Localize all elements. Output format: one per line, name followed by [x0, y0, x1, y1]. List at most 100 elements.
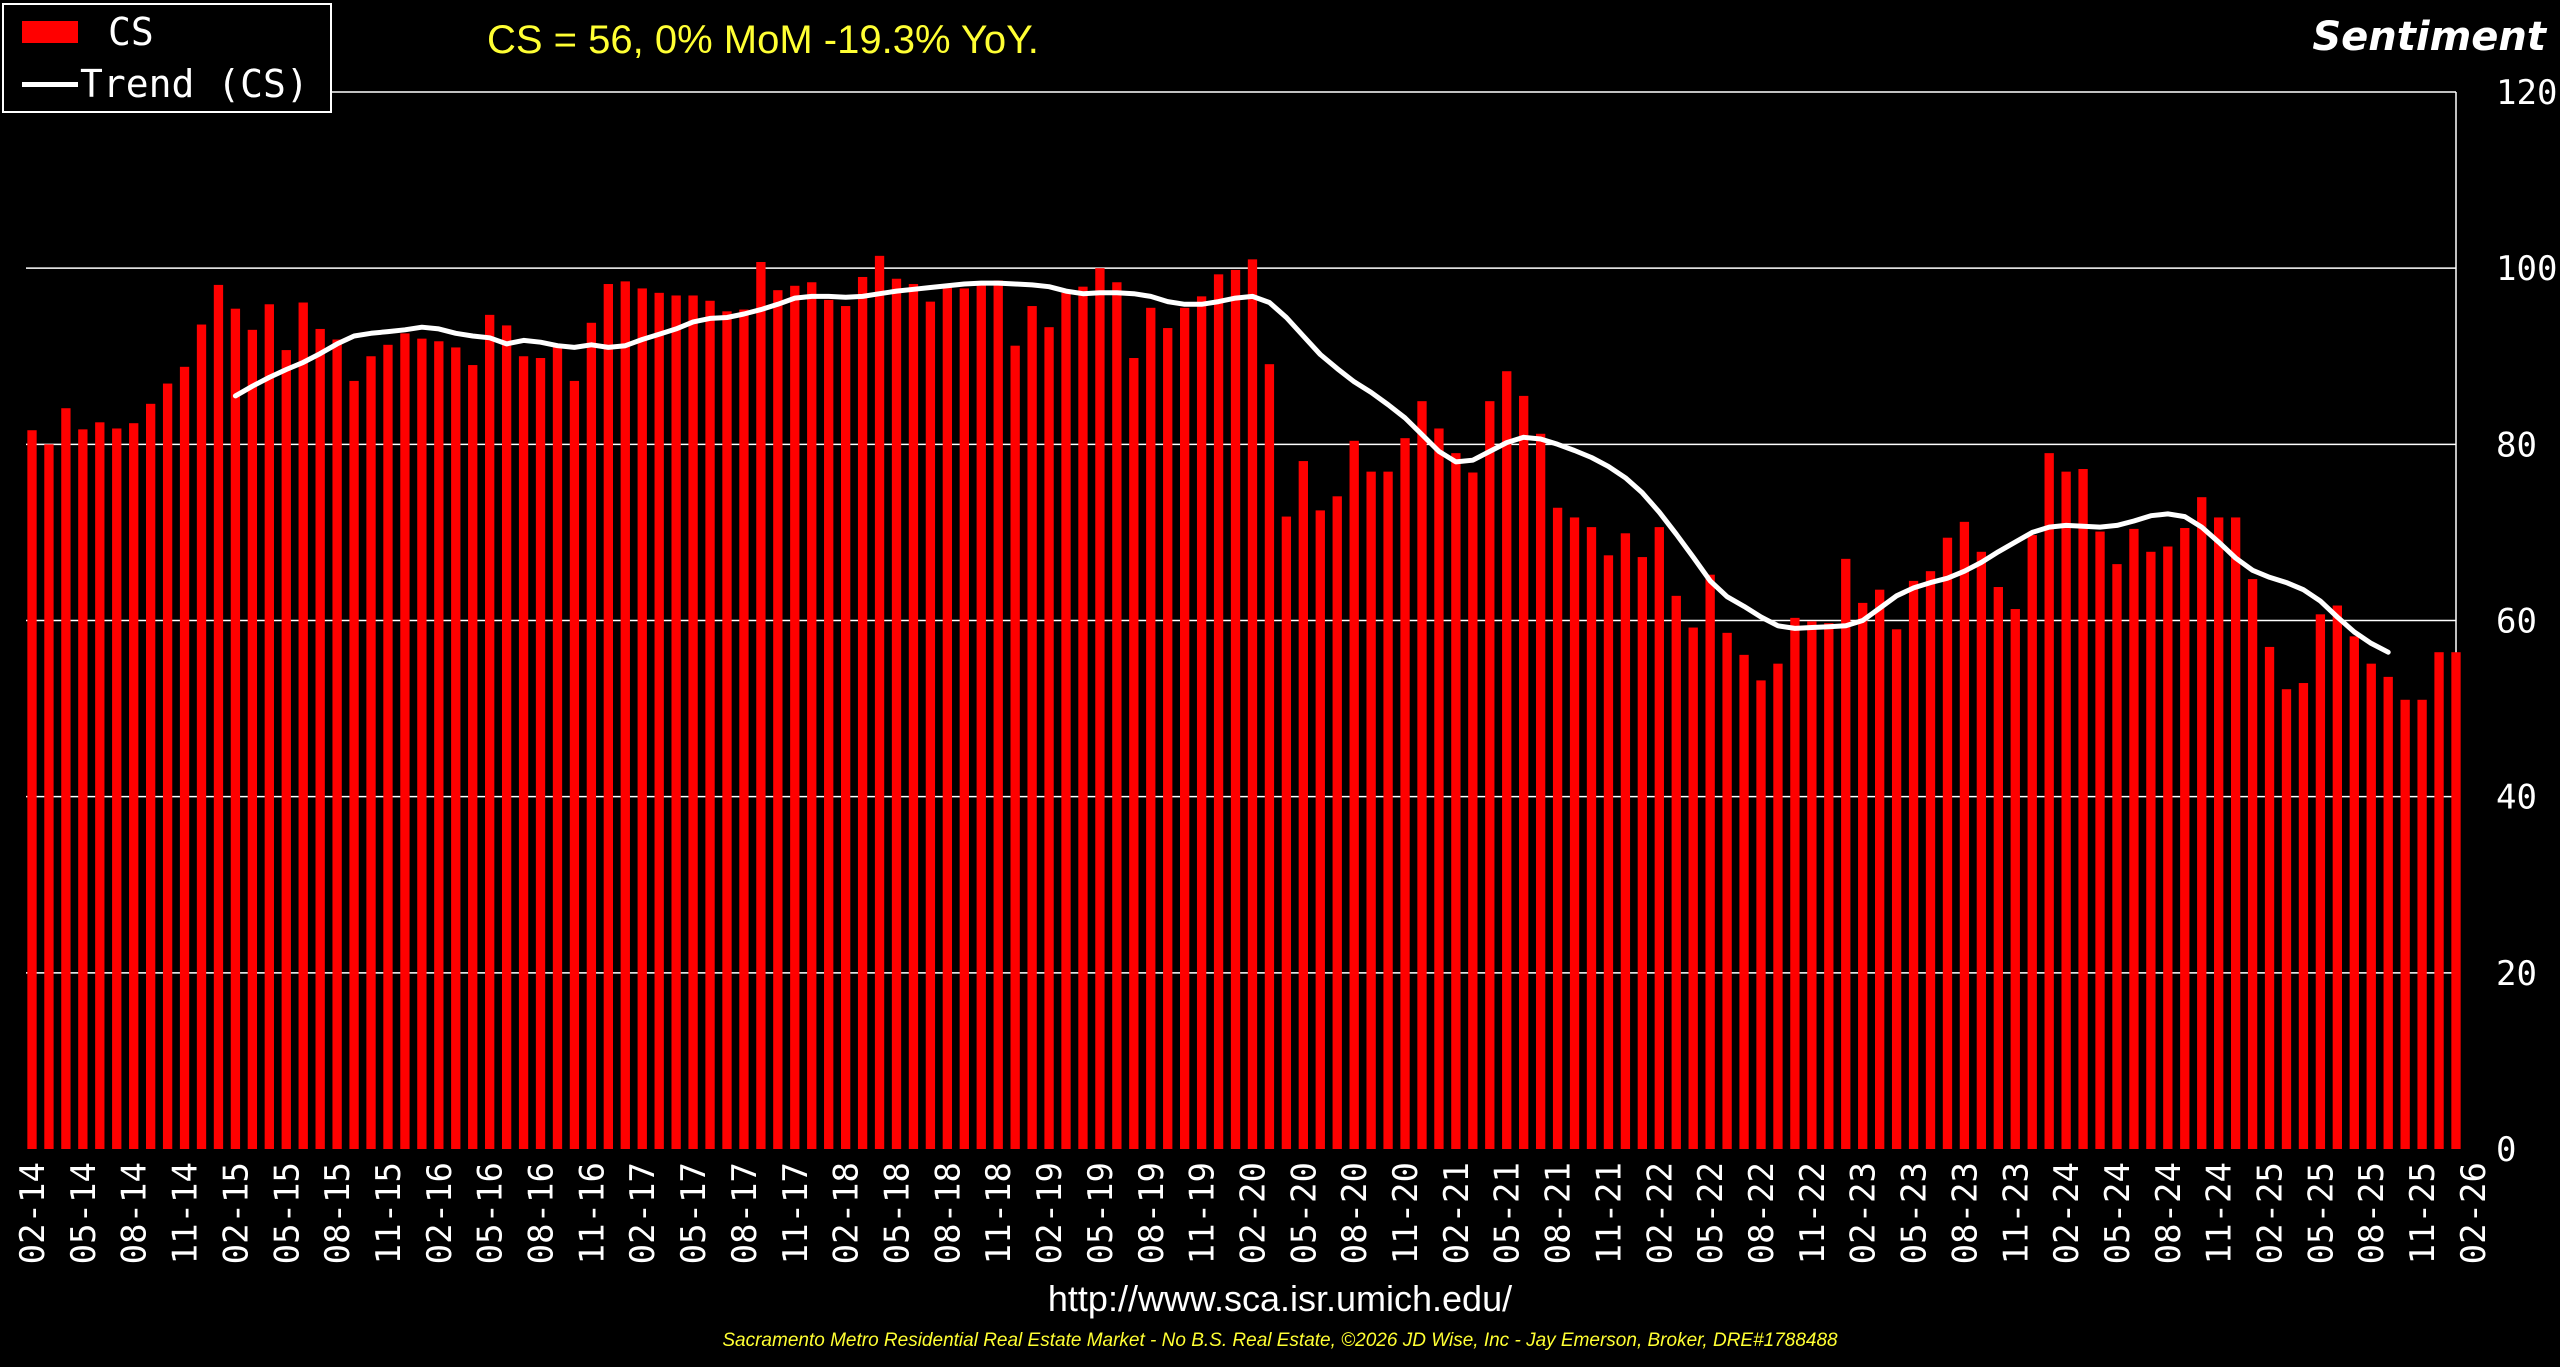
cs-bar: [959, 288, 969, 1149]
x-tick-label: 02-26: [2454, 1162, 2494, 1264]
x-tick-label: 05-19: [1081, 1162, 1121, 1264]
cs-bar: [434, 341, 444, 1149]
cs-bar: [722, 311, 732, 1149]
y-tick-label: 100: [2496, 249, 2557, 289]
cs-bar: [230, 308, 241, 1149]
x-tick-label: 11-18: [979, 1162, 1019, 1264]
cs-bar: [586, 322, 597, 1149]
x-tick-label: 05-25: [2301, 1162, 2341, 1264]
cs-bar: [756, 262, 766, 1149]
cs-bar: [1603, 555, 1614, 1149]
y-tick-label: 0: [2496, 1130, 2516, 1170]
y-tick-label: 20: [2496, 954, 2537, 994]
x-tick-label: 05-23: [1895, 1162, 1935, 1264]
legend-label-cs: CS: [108, 10, 154, 54]
x-tick-label: 11-23: [1996, 1162, 2036, 1264]
cs-bar: [1908, 580, 1919, 1149]
cs-bar: [1383, 471, 1393, 1149]
cs-bar: [1485, 401, 1495, 1149]
cs-bar: [383, 344, 393, 1149]
cs-bar: [1315, 510, 1325, 1149]
cs-bar: [1281, 516, 1292, 1149]
cs-bar: [2315, 614, 2326, 1149]
x-tick-label: 11-16: [572, 1162, 612, 1264]
cs-bar: [485, 314, 495, 1149]
x-tick-label: 08-24: [2149, 1162, 2189, 1264]
x-tick-label: 11-15: [369, 1162, 409, 1264]
x-tick-label: 11-14: [166, 1162, 206, 1264]
x-tick-label: 02-21: [1437, 1162, 1477, 1264]
chart-corner-label: Sentiment: [2312, 14, 2546, 60]
x-tick-label: 08-14: [115, 1162, 155, 1264]
cs-bar: [501, 325, 512, 1149]
cs-bar: [1417, 401, 1427, 1149]
credit-line: Sacramento Metro Residential Real Estate…: [722, 1330, 1838, 1351]
cs-bar: [976, 283, 986, 1149]
cs-bar: [315, 328, 325, 1149]
cs-bar: [1180, 307, 1190, 1149]
cs-bar: [1790, 617, 1800, 1149]
cs-bar: [2434, 652, 2444, 1149]
cs-bar: [417, 338, 427, 1150]
cs-bar: [2451, 652, 2461, 1149]
cs-bar: [1434, 428, 1444, 1149]
cs-bar: [908, 284, 919, 1149]
cs-bar: [2044, 453, 2054, 1149]
cs-bar: [1146, 307, 1156, 1149]
cs-bar: [27, 430, 37, 1149]
cs-bar: [1027, 306, 1037, 1150]
x-tick-label: 11-21: [1589, 1162, 1629, 1264]
cs-bar: [2417, 699, 2427, 1149]
cs-bar: [688, 295, 698, 1149]
x-tick-label: 02-18: [827, 1162, 867, 1264]
cs-bar: [1654, 527, 1664, 1149]
cs-bar: [2264, 646, 2275, 1149]
x-tick-label: 08-20: [1335, 1162, 1375, 1264]
cs-bar: [2180, 528, 2190, 1149]
cs-bar: [332, 339, 342, 1149]
x-tick-label: 02-14: [13, 1162, 53, 1264]
x-axis-tick-labels: 02-14 05-14 08-14 11-14 02-15 05-15 08-15 11-15…: [13, 1162, 2494, 1264]
cs-bar: [603, 284, 613, 1149]
x-tick-label: 02-22: [1640, 1162, 1680, 1264]
cs-bar: [2163, 546, 2173, 1149]
cs-bar: [552, 345, 563, 1149]
cs-bar: [2332, 605, 2343, 1149]
cs-bar: [705, 300, 715, 1149]
cs-bar: [247, 329, 258, 1149]
cs-bar: [1993, 587, 2003, 1149]
cs-bar: [451, 347, 461, 1150]
x-tick-label: 08-18: [928, 1162, 968, 1264]
cs-trend-line: [232, 280, 2391, 655]
cs-bar: [400, 333, 410, 1149]
x-tick-label: 08-21: [1539, 1162, 1579, 1264]
cs-bar: [1468, 472, 1478, 1149]
x-tick-label: 05-15: [267, 1162, 307, 1264]
cs-bar: [1196, 296, 1207, 1149]
cs-bar: [1298, 461, 1308, 1149]
cs-bar: [95, 422, 105, 1149]
cs-bar: [366, 356, 376, 1149]
cs-bar: [2197, 497, 2207, 1149]
chart-headline: CS = 56, 0% MoM -19.3% YoY.: [487, 18, 1039, 62]
cs-bar: [1112, 282, 1122, 1149]
cs-bar: [298, 302, 308, 1149]
cs-bar: [1400, 438, 1410, 1150]
cs-bar: [1569, 517, 1580, 1149]
cs-bar: [179, 366, 190, 1149]
cs-bar: [129, 423, 139, 1149]
x-tick-label: 11-22: [1793, 1162, 1833, 1264]
y-tick-label: 60: [2496, 602, 2537, 642]
x-tick-label: 05-16: [471, 1162, 511, 1264]
cs-bar: [1010, 345, 1020, 1149]
cs-bar: [739, 309, 749, 1150]
cs-bar: [993, 280, 1003, 1150]
cs-bar: [1925, 571, 1936, 1149]
cs-bar: [2383, 676, 2393, 1149]
cs-bar: [2112, 564, 2122, 1149]
cs-bar: [807, 282, 817, 1149]
cs-bar: [2400, 699, 2410, 1149]
cs-bar: [1671, 595, 1681, 1149]
cs-bar: [349, 380, 359, 1149]
cs-bar: [535, 358, 546, 1149]
